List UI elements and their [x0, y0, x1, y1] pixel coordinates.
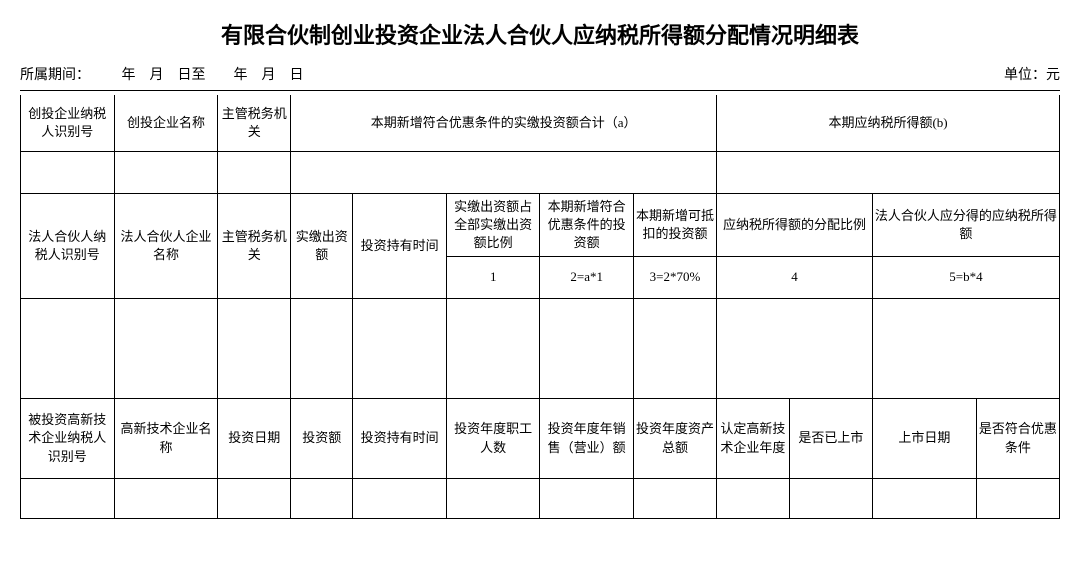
meta-row: 所属期间： 年 月 日至 年 月 日 单位：元 — [20, 64, 1060, 91]
cell: 投资持有时间 — [353, 399, 447, 479]
cell: 主管税务机关 — [218, 95, 291, 151]
cell: 投资年度年销售（营业）额 — [540, 399, 634, 479]
cell: 法人合伙人企业名称 — [114, 193, 218, 299]
cell: 实缴出资额 — [291, 193, 353, 299]
cell-blank — [114, 479, 218, 519]
cell: 本期新增符合优惠条件的投资额 — [540, 193, 634, 257]
cell-blank — [291, 299, 353, 399]
detail-table: 创投企业纳税人识别号 创投企业名称 主管税务机关 本期新增符合优惠条件的实缴投资… — [20, 95, 1060, 519]
cell: 投资日期 — [218, 399, 291, 479]
cell: 4 — [717, 257, 873, 299]
cell: 法人合伙人纳税人识别号 — [21, 193, 115, 299]
cell-blank — [633, 479, 716, 519]
cell: 投资持有时间 — [353, 193, 447, 299]
cell: 本期新增可抵扣的投资额 — [633, 193, 716, 257]
cell-blank — [21, 151, 115, 193]
cell-blank — [976, 479, 1059, 519]
cell-blank — [446, 479, 540, 519]
cell: 投资额 — [291, 399, 353, 479]
cell: 创投企业名称 — [114, 95, 218, 151]
cell: 3=2*70% — [633, 257, 716, 299]
cell: 2=a*1 — [540, 257, 634, 299]
cell-blank — [21, 479, 115, 519]
cell-blank — [114, 299, 218, 399]
cell-blank — [218, 151, 291, 193]
cell-blank — [218, 479, 291, 519]
cell-blank — [789, 479, 872, 519]
period-label: 所属期间： — [20, 68, 90, 83]
cell-blank — [291, 479, 353, 519]
cell: 高新技术企业名称 — [114, 399, 218, 479]
cell-blank — [114, 151, 218, 193]
period-value: 年 月 日至 年 月 日 — [94, 68, 304, 83]
cell-blank — [633, 299, 716, 399]
cell-blank — [218, 299, 291, 399]
cell: 是否已上市 — [789, 399, 872, 479]
cell: 认定高新技术企业年度 — [717, 399, 790, 479]
cell-blank — [21, 299, 115, 399]
cell-blank — [353, 299, 447, 399]
cell: 投资年度职工人数 — [446, 399, 540, 479]
cell: 1 — [446, 257, 540, 299]
cell-blank — [717, 151, 1060, 193]
cell: 5=b*4 — [872, 257, 1059, 299]
cell: 本期应纳税所得额(b) — [717, 95, 1060, 151]
cell: 主管税务机关 — [218, 193, 291, 299]
page-title: 有限合伙制创业投资企业法人合伙人应纳税所得额分配情况明细表 — [20, 18, 1060, 50]
cell: 被投资高新技术企业纳税人识别号 — [21, 399, 115, 479]
cell: 创投企业纳税人识别号 — [21, 95, 115, 151]
unit-label: 单位：元 — [1004, 64, 1060, 84]
cell: 投资年度资产总额 — [633, 399, 716, 479]
cell: 本期新增符合优惠条件的实缴投资额合计（a） — [291, 95, 717, 151]
cell-blank — [540, 299, 634, 399]
cell: 法人合伙人应分得的应纳税所得额 — [872, 193, 1059, 257]
cell: 实缴出资额占全部实缴出资额比例 — [446, 193, 540, 257]
cell-blank — [353, 479, 447, 519]
cell-blank — [446, 299, 540, 399]
cell-blank — [872, 299, 1059, 399]
cell: 上市日期 — [872, 399, 976, 479]
cell-blank — [291, 151, 717, 193]
cell-blank — [540, 479, 634, 519]
cell: 是否符合优惠条件 — [976, 399, 1059, 479]
cell-blank — [717, 299, 873, 399]
cell-blank — [717, 479, 790, 519]
cell-blank — [872, 479, 976, 519]
cell: 应纳税所得额的分配比例 — [717, 193, 873, 257]
